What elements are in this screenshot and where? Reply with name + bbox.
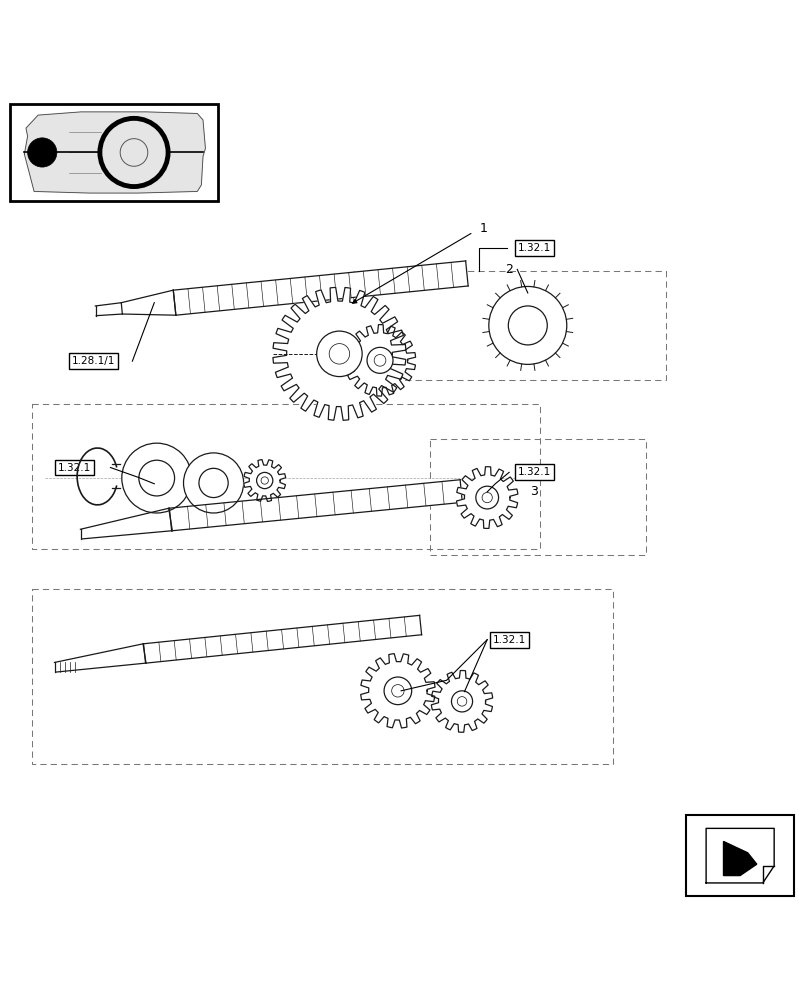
Polygon shape xyxy=(360,654,435,728)
Circle shape xyxy=(139,460,174,496)
Polygon shape xyxy=(173,261,468,315)
Circle shape xyxy=(475,486,498,509)
Polygon shape xyxy=(431,671,492,732)
Text: 1.32.1: 1.32.1 xyxy=(58,463,91,473)
Polygon shape xyxy=(144,615,421,663)
Text: 3: 3 xyxy=(530,485,538,498)
Polygon shape xyxy=(54,644,146,672)
Text: 1: 1 xyxy=(478,222,487,235)
Polygon shape xyxy=(706,828,773,883)
Circle shape xyxy=(183,453,243,513)
Polygon shape xyxy=(95,303,122,316)
Circle shape xyxy=(316,331,362,377)
Circle shape xyxy=(367,347,393,373)
Polygon shape xyxy=(272,287,406,420)
Polygon shape xyxy=(80,508,172,539)
Circle shape xyxy=(451,691,472,712)
Text: 1.32.1: 1.32.1 xyxy=(493,635,526,645)
Polygon shape xyxy=(169,480,461,531)
Polygon shape xyxy=(121,290,176,315)
Bar xyxy=(685,815,793,896)
Circle shape xyxy=(28,138,57,167)
Circle shape xyxy=(256,472,272,489)
Polygon shape xyxy=(344,325,415,396)
Text: 2: 2 xyxy=(504,263,513,276)
Circle shape xyxy=(508,306,547,345)
Polygon shape xyxy=(723,841,756,876)
Circle shape xyxy=(384,677,411,705)
Bar xyxy=(10,104,217,201)
Text: 1.32.1: 1.32.1 xyxy=(517,243,550,253)
Polygon shape xyxy=(24,112,205,193)
Text: 1.32.1: 1.32.1 xyxy=(517,467,550,477)
Polygon shape xyxy=(243,460,285,501)
Text: 1.28.1/1: 1.28.1/1 xyxy=(71,356,115,366)
Circle shape xyxy=(122,443,191,513)
Circle shape xyxy=(488,286,566,364)
Circle shape xyxy=(199,468,228,498)
Polygon shape xyxy=(456,467,517,528)
